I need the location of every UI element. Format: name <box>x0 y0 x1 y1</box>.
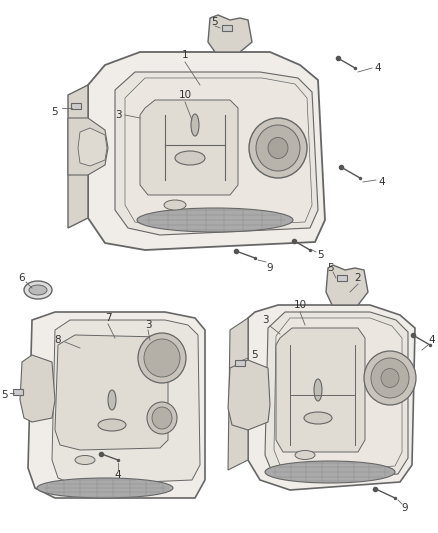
Text: 6: 6 <box>19 273 25 283</box>
PathPatch shape <box>78 128 107 166</box>
Text: 5: 5 <box>212 17 218 27</box>
Ellipse shape <box>314 379 322 401</box>
Text: 5: 5 <box>317 250 323 260</box>
PathPatch shape <box>326 265 368 305</box>
Ellipse shape <box>256 125 300 171</box>
Text: 4: 4 <box>429 335 435 345</box>
Ellipse shape <box>98 419 126 431</box>
Ellipse shape <box>37 478 173 498</box>
Ellipse shape <box>371 358 409 398</box>
Ellipse shape <box>295 450 315 459</box>
Ellipse shape <box>108 390 116 410</box>
Text: 4: 4 <box>115 470 121 480</box>
Text: 3: 3 <box>261 315 268 325</box>
FancyBboxPatch shape <box>222 25 232 31</box>
PathPatch shape <box>228 360 270 430</box>
Text: 9: 9 <box>267 263 273 273</box>
Text: 5: 5 <box>52 107 58 117</box>
Ellipse shape <box>364 351 416 405</box>
Ellipse shape <box>147 402 177 434</box>
PathPatch shape <box>265 312 408 480</box>
Ellipse shape <box>24 281 52 299</box>
Ellipse shape <box>152 407 172 429</box>
FancyBboxPatch shape <box>13 389 23 395</box>
Ellipse shape <box>304 412 332 424</box>
PathPatch shape <box>28 312 205 498</box>
PathPatch shape <box>276 328 365 452</box>
PathPatch shape <box>68 85 88 228</box>
Text: 3: 3 <box>145 320 151 330</box>
FancyBboxPatch shape <box>235 360 245 366</box>
Text: 3: 3 <box>115 110 121 120</box>
PathPatch shape <box>88 52 325 250</box>
Text: 5: 5 <box>327 263 333 273</box>
PathPatch shape <box>208 15 252 52</box>
PathPatch shape <box>125 78 312 228</box>
Text: 4: 4 <box>379 177 385 187</box>
PathPatch shape <box>274 318 402 472</box>
Ellipse shape <box>137 208 293 232</box>
Ellipse shape <box>164 200 186 210</box>
PathPatch shape <box>140 100 238 195</box>
Ellipse shape <box>265 461 395 483</box>
PathPatch shape <box>228 318 248 470</box>
PathPatch shape <box>20 355 55 422</box>
Ellipse shape <box>249 118 307 178</box>
Text: 7: 7 <box>105 313 111 323</box>
Text: 5: 5 <box>252 350 258 360</box>
Text: 10: 10 <box>293 300 307 310</box>
Ellipse shape <box>144 339 180 377</box>
Text: 9: 9 <box>402 503 408 513</box>
FancyBboxPatch shape <box>71 103 81 109</box>
Text: 5: 5 <box>2 390 8 400</box>
Text: 10: 10 <box>178 90 191 100</box>
Ellipse shape <box>381 368 399 387</box>
PathPatch shape <box>55 335 168 450</box>
Text: 2: 2 <box>355 273 361 283</box>
PathPatch shape <box>68 118 108 175</box>
Text: 8: 8 <box>55 335 61 345</box>
FancyBboxPatch shape <box>337 275 347 281</box>
PathPatch shape <box>115 72 318 235</box>
Ellipse shape <box>268 138 288 158</box>
Ellipse shape <box>191 114 199 136</box>
PathPatch shape <box>52 320 200 485</box>
Ellipse shape <box>29 285 47 295</box>
PathPatch shape <box>248 305 415 490</box>
Ellipse shape <box>75 456 95 464</box>
Ellipse shape <box>175 151 205 165</box>
Ellipse shape <box>138 333 186 383</box>
Text: 1: 1 <box>182 50 188 60</box>
Text: 4: 4 <box>374 63 381 73</box>
